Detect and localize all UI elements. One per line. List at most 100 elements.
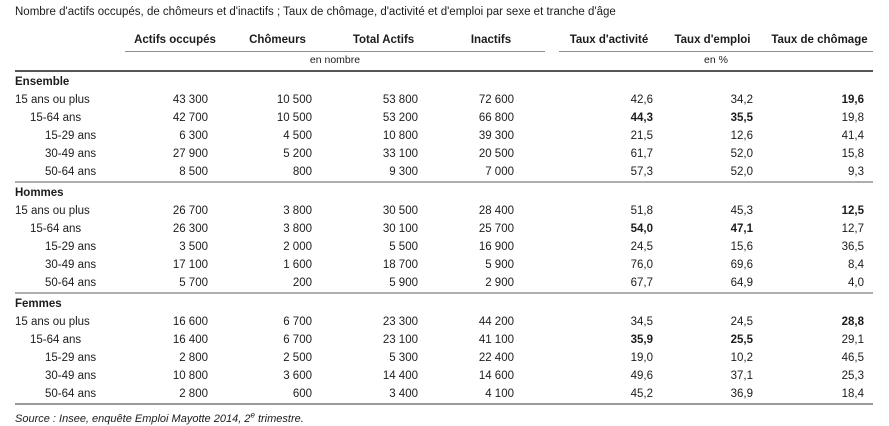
- cell-actifs-occupes: 16 400: [172, 333, 208, 346]
- cell-taux-activite: 21,5: [630, 129, 653, 142]
- cell-actifs-occupes: 5 700: [179, 276, 208, 289]
- cell-taux-activite: 45,2: [630, 387, 653, 400]
- unit-label-pct: en %: [559, 51, 873, 72]
- column-gap: [545, 31, 559, 52]
- row-label: 50-64 ans: [45, 276, 97, 289]
- column-gap: [545, 145, 559, 163]
- source-note: Source : Insee, enquête Emploi Mayotte 2…: [15, 410, 889, 425]
- row-label: 15-29 ans: [45, 129, 97, 142]
- cell-taux-activite: 44,3: [630, 111, 653, 124]
- cell-chomeurs: 600: [292, 387, 312, 400]
- column-gap: [545, 238, 559, 256]
- cell-taux-activite: 61,7: [630, 147, 653, 160]
- cell-total-actifs: 5 300: [389, 351, 418, 364]
- cell-taux-activite: 42,6: [630, 93, 653, 106]
- cell-total-actifs: 23 300: [382, 315, 418, 328]
- source-superscript: e: [250, 410, 255, 420]
- column-gap: [545, 220, 559, 238]
- cell-total-actifs: 5 500: [389, 240, 418, 253]
- row-label: 15-29 ans: [45, 351, 97, 364]
- cell-chomeurs: 3 600: [283, 369, 312, 382]
- cell-total-actifs: 10 800: [382, 129, 418, 142]
- column-gap: [545, 51, 559, 72]
- section-label: Ensemble: [15, 75, 70, 88]
- row-label: 30-49 ans: [45, 147, 97, 160]
- cell-chomeurs: 6 700: [283, 315, 312, 328]
- cell-taux-chomage: 36,5: [841, 240, 864, 253]
- cell-chomeurs: 5 200: [283, 147, 312, 160]
- cell-inactifs: 28 400: [478, 204, 514, 217]
- cell-total-actifs: 53 200: [382, 111, 418, 124]
- cell-taux-chomage: 18,4: [841, 387, 864, 400]
- cell-taux-chomage: 46,5: [841, 351, 864, 364]
- column-gap: [545, 313, 559, 331]
- table-row: 50-64 ans 8 500 800 9 300 7 000 57,3 52,…: [15, 163, 873, 182]
- cell-taux-chomage: 19,8: [841, 111, 864, 124]
- col-header-taux-chomage: Taux de chômage: [766, 31, 873, 52]
- column-gap: [545, 127, 559, 145]
- table-row: 15-29 ans 3 500 2 000 5 500 16 900 24,5 …: [15, 238, 873, 256]
- cell-total-actifs: 33 100: [382, 147, 418, 160]
- cell-total-actifs: 30 500: [382, 204, 418, 217]
- unit-label-nombre: en nombre: [125, 51, 545, 72]
- cell-chomeurs: 3 800: [283, 204, 312, 217]
- table-row: 30-49 ans 10 800 3 600 14 400 14 600 49,…: [15, 367, 873, 385]
- cell-taux-activite: 35,9: [630, 333, 653, 346]
- col-header-actifs-occupes: Actifs occupés: [125, 31, 225, 52]
- row-label: 30-49 ans: [45, 258, 97, 271]
- cell-actifs-occupes: 10 800: [172, 369, 208, 382]
- cell-total-actifs: 18 700: [382, 258, 418, 271]
- cell-taux-chomage: 12,5: [841, 204, 864, 217]
- column-header-row: Actifs occupés Chômeurs Total Actifs Ina…: [15, 31, 873, 52]
- cell-taux-chomage: 19,6: [841, 93, 864, 106]
- cell-actifs-occupes: 43 300: [172, 93, 208, 106]
- cell-taux-emploi: 47,1: [730, 222, 753, 235]
- source-text-suffix: trimestre.: [254, 413, 304, 425]
- section-header-row: Ensemble: [15, 71, 873, 91]
- cell-taux-chomage: 8,4: [848, 258, 864, 271]
- table-row: 30-49 ans 17 100 1 600 18 700 5 900 76,0…: [15, 256, 873, 274]
- cell-actifs-occupes: 16 600: [172, 315, 208, 328]
- col-header-total-actifs: Total Actifs: [330, 31, 437, 52]
- cell-taux-emploi: 36,9: [730, 387, 753, 400]
- cell-inactifs: 41 100: [478, 333, 514, 346]
- row-label: 15 ans ou plus: [15, 93, 90, 106]
- cell-actifs-occupes: 8 500: [179, 165, 208, 178]
- table-row: 15-64 ans 42 700 10 500 53 200 66 800 44…: [15, 109, 873, 127]
- column-gap: [545, 385, 559, 404]
- row-label: 50-64 ans: [45, 387, 97, 400]
- row-label: 15-64 ans: [30, 333, 82, 346]
- cell-total-actifs: 23 100: [382, 333, 418, 346]
- section-label: Femmes: [15, 292, 873, 313]
- cell-taux-emploi: 37,1: [730, 369, 753, 382]
- cell-actifs-occupes: 2 800: [179, 351, 208, 364]
- cell-inactifs: 7 000: [485, 165, 514, 178]
- cell-chomeurs: 4 500: [283, 129, 312, 142]
- column-gap: [545, 331, 559, 349]
- section-header-row: Hommes: [15, 181, 873, 202]
- cell-chomeurs: 10 500: [276, 111, 312, 124]
- cell-chomeurs: 3 800: [283, 222, 312, 235]
- cell-taux-activite: 57,3: [630, 165, 653, 178]
- cell-chomeurs: 200: [292, 276, 312, 289]
- cell-inactifs: 44 200: [478, 315, 514, 328]
- cell-inactifs: 16 900: [478, 240, 514, 253]
- cell-inactifs: 22 400: [478, 351, 514, 364]
- cell-inactifs: 25 700: [478, 222, 514, 235]
- column-gap: [545, 367, 559, 385]
- cell-chomeurs: 10 500: [276, 93, 312, 106]
- cell-actifs-occupes: 26 700: [172, 204, 208, 217]
- row-label: 15 ans ou plus: [15, 204, 90, 217]
- cell-taux-emploi: 10,2: [730, 351, 753, 364]
- cell-taux-emploi: 45,3: [730, 204, 753, 217]
- row-label: 15 ans ou plus: [15, 315, 90, 328]
- cell-taux-emploi: 24,5: [730, 315, 753, 328]
- table-row: 15 ans ou plus 43 300 10 500 53 800 72 6…: [15, 91, 873, 109]
- cell-inactifs: 66 800: [478, 111, 514, 124]
- cell-taux-chomage: 12,7: [841, 222, 864, 235]
- cell-total-actifs: 3 400: [389, 387, 418, 400]
- row-label: 50-64 ans: [45, 165, 97, 178]
- cell-actifs-occupes: 3 500: [179, 240, 208, 253]
- cell-inactifs: 39 300: [478, 129, 514, 142]
